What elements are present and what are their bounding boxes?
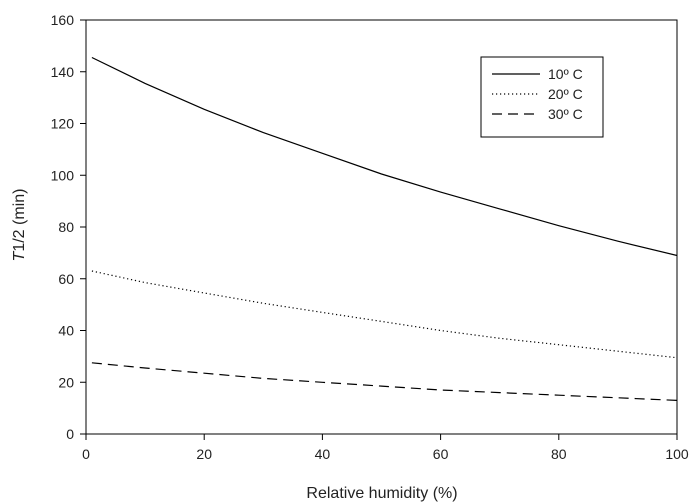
- series-line-3: [91, 362, 678, 401]
- x-tick-label: 20: [196, 446, 212, 462]
- x-tick-label: 0: [82, 446, 90, 462]
- y-tick-label: 160: [51, 12, 75, 28]
- y-tick-label: 120: [51, 116, 75, 132]
- y-axis-title-italic: T: [11, 250, 28, 261]
- x-axis-title: Relative humidity (%): [306, 485, 457, 502]
- y-axis-title: T1/2 (min): [11, 189, 28, 262]
- legend-label-2: 20º C: [548, 86, 583, 102]
- x-tick-label: 100: [665, 446, 689, 462]
- series-line-2: [91, 270, 678, 359]
- y-tick-label: 100: [51, 167, 75, 183]
- y-tick-label: 40: [58, 323, 74, 339]
- x-tick-label: 60: [433, 446, 449, 462]
- y-tick-label: 20: [58, 374, 74, 390]
- y-tick-label: 60: [58, 271, 74, 287]
- y-tick-label: 140: [51, 64, 75, 80]
- x-tick-label: 80: [551, 446, 567, 462]
- legend-label-3: 30º C: [548, 106, 583, 122]
- y-tick-label: 80: [58, 219, 74, 235]
- y-tick-label: 0: [66, 426, 74, 442]
- x-tick-label: 40: [315, 446, 331, 462]
- legend-box: [480, 56, 604, 138]
- series-line-1: [91, 56, 678, 257]
- legend-label-1: 10º C: [548, 66, 583, 82]
- y-axis-title-rest: 1/2 (min): [11, 189, 28, 252]
